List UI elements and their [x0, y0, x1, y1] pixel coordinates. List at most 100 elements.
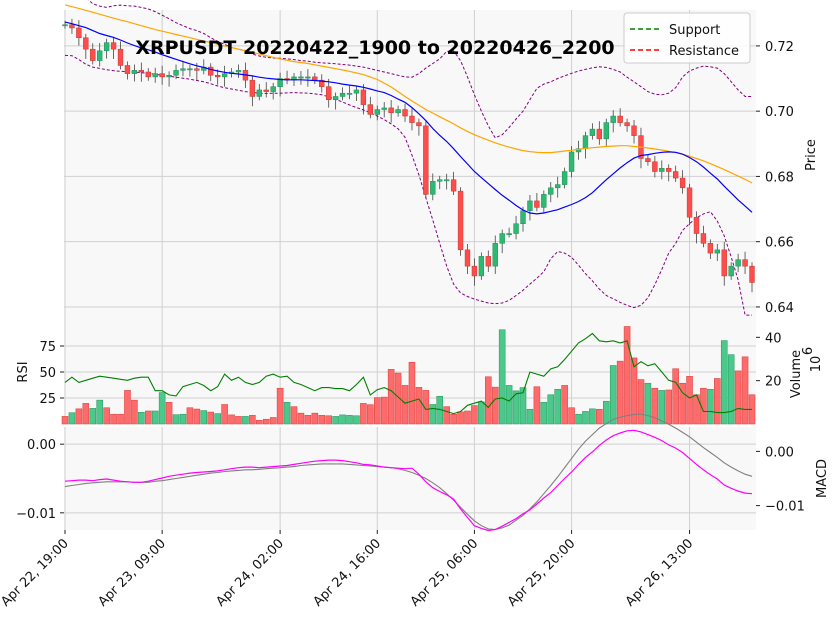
volume-bar	[630, 357, 638, 425]
candle-body	[471, 265, 478, 277]
volume-bar	[554, 389, 561, 425]
volume-bar	[686, 376, 693, 425]
candle-body	[679, 177, 686, 189]
candle-body	[214, 75, 221, 78]
volume-bar	[609, 365, 617, 425]
volume-bar	[471, 405, 478, 425]
rsi-line	[64, 332, 752, 415]
candle-body	[270, 86, 276, 92]
candle-body	[631, 125, 637, 136]
candle-body	[672, 171, 679, 179]
macd-right-tick-label: −0.01	[765, 500, 805, 515]
volume-bar	[297, 412, 305, 425]
volume-bar	[221, 404, 228, 425]
candle-body	[124, 65, 131, 74]
candle-body	[423, 125, 429, 195]
candle-body	[499, 233, 505, 244]
volume-bar	[679, 382, 686, 425]
volume-tick-label: 20	[765, 375, 782, 390]
volume-bar	[505, 385, 513, 425]
volume-bar	[720, 340, 728, 425]
x-tick-label: Apr 25, 20:00	[505, 536, 578, 609]
volume-bar	[346, 415, 353, 425]
candle-body	[138, 70, 145, 73]
volume-bar	[304, 415, 312, 425]
volume-unit-label: 10	[809, 356, 824, 373]
candle-body	[97, 50, 103, 61]
bollinger-lower-line	[64, 54, 752, 316]
candle-body	[721, 249, 727, 277]
candle-body	[513, 223, 519, 234]
x-tick-label: Apr 22, 19:00	[0, 536, 72, 609]
candle-body	[235, 70, 242, 73]
legend: Support Resistance	[623, 12, 751, 64]
candle-body	[589, 128, 596, 136]
candle-body	[395, 109, 401, 114]
volume-bar	[512, 390, 520, 425]
volume-bar	[235, 416, 242, 425]
volume-bar	[422, 390, 430, 425]
candle-body	[145, 71, 151, 78]
volume-axis-label: Volume	[789, 350, 804, 398]
volume-bar	[658, 390, 666, 425]
macd-signal-line	[64, 413, 753, 531]
chart-title: XRPUSDT 20220422_1900 to 20220426_2200	[135, 37, 614, 59]
candle-body	[62, 24, 68, 27]
candle-body	[714, 249, 720, 254]
candle-body	[443, 179, 450, 182]
volume-bar	[568, 407, 575, 425]
candle-body	[90, 48, 96, 61]
volume-bar	[96, 399, 103, 425]
candle-body	[187, 68, 193, 71]
volume-bar	[110, 413, 117, 425]
candle-body	[492, 243, 498, 267]
volume-bar	[325, 415, 332, 425]
candle-body	[603, 122, 609, 140]
candle-body	[548, 187, 554, 195]
candle-body	[575, 148, 582, 153]
candle-body	[110, 42, 117, 50]
candle-body	[666, 168, 672, 172]
macd-panel	[64, 427, 756, 530]
volume-bar	[533, 386, 541, 425]
volume-bar	[89, 408, 97, 425]
volume-bar	[478, 401, 485, 425]
volume-bar	[526, 408, 534, 425]
candle-body	[450, 179, 457, 192]
candle-body	[103, 42, 110, 52]
candle-body	[610, 115, 616, 123]
candle-body	[360, 89, 367, 105]
volume-bar	[547, 394, 555, 425]
candle-body	[478, 256, 485, 277]
volume-bar	[637, 379, 645, 425]
candle-body	[346, 92, 353, 95]
volume-bar	[741, 356, 749, 425]
candle-body	[742, 259, 748, 267]
candle-body	[555, 184, 561, 189]
candle-body	[464, 249, 471, 267]
candle-body	[374, 109, 380, 115]
candle-body	[617, 115, 623, 123]
volume-bar	[318, 415, 326, 425]
volume-bar	[616, 360, 624, 425]
candle-body	[180, 68, 186, 71]
volume-bar	[464, 410, 471, 425]
volume-bar	[75, 408, 83, 425]
x-tick-label: Apr 25, 06:00	[408, 536, 481, 609]
volume-bar	[519, 387, 527, 425]
candle-body	[256, 89, 262, 97]
volume-bar	[269, 417, 277, 425]
candle-body	[131, 70, 138, 74]
candle-body	[402, 109, 408, 117]
volume-bar	[158, 392, 166, 425]
volume-bar	[672, 368, 679, 425]
volume-bar	[276, 387, 284, 425]
volume-bar	[61, 416, 69, 425]
candle-body	[457, 190, 464, 251]
volume-bar	[408, 361, 416, 425]
x-tick-label: Apr 26, 13:00	[623, 536, 696, 609]
candle-body	[305, 76, 311, 79]
candle-body	[596, 128, 603, 140]
volume-bar	[144, 410, 152, 425]
